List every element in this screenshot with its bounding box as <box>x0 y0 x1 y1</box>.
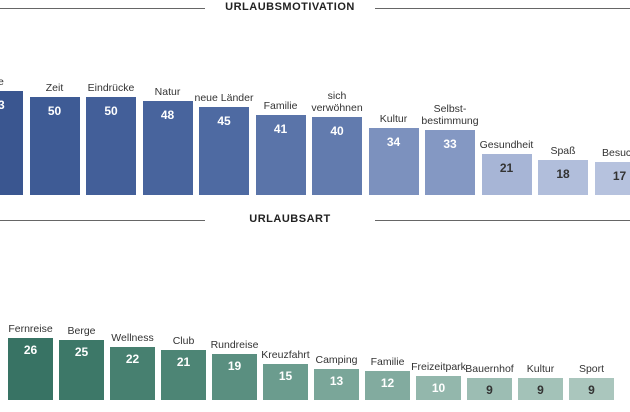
bar <box>368 128 419 195</box>
bar <box>29 97 80 195</box>
bar <box>142 100 193 195</box>
value-label: 50 <box>104 104 118 118</box>
bar <box>0 91 23 195</box>
category-label: Camping <box>315 353 358 366</box>
category-label: Eindrücke <box>87 82 135 94</box>
chart-title: URLAUBSART <box>249 213 331 225</box>
category-label: Zeit <box>45 82 64 94</box>
category-label: Club <box>172 334 195 347</box>
bar <box>59 340 104 400</box>
category-label: Natur <box>154 85 181 98</box>
bar <box>594 161 630 195</box>
value-label: 48 <box>160 107 175 122</box>
category-label: Kultur <box>526 363 555 376</box>
value-label: 13 <box>329 373 344 388</box>
bar <box>86 97 136 195</box>
bar <box>314 368 359 400</box>
bar <box>538 159 588 195</box>
category-label: Selbst-bestimmung <box>421 103 479 128</box>
value-label: 40 <box>330 123 344 138</box>
rule <box>0 8 205 9</box>
category-label: sich verwöhnen <box>311 89 363 114</box>
value-label: 41 <box>273 121 288 136</box>
value-label: 18 <box>556 166 570 181</box>
bar <box>481 153 532 195</box>
category-label: Rundreise <box>210 339 259 352</box>
value-label: 50 <box>47 104 62 118</box>
value-label: 10 <box>431 381 446 395</box>
category-label: Freizeitpark <box>411 361 466 373</box>
category-label: Kreuzfahrt <box>261 349 310 361</box>
value-label: 53 <box>0 98 5 113</box>
bar <box>312 116 362 195</box>
value-label: 22 <box>125 352 140 367</box>
chart-title: URLAUBSMOTIVATION <box>225 1 355 13</box>
value-label: 25 <box>74 345 89 359</box>
category-label: Familie <box>370 356 405 369</box>
bar <box>110 347 155 400</box>
bar <box>8 337 53 400</box>
value-label: 34 <box>386 135 401 150</box>
value-label: 19 <box>227 359 242 374</box>
bar <box>416 376 461 400</box>
category-label: neue Länder <box>194 91 254 104</box>
bar <box>212 354 257 400</box>
bar <box>569 378 614 400</box>
bar <box>365 371 410 400</box>
rule <box>375 8 630 9</box>
category-label: Berge <box>67 325 96 337</box>
bar <box>467 378 512 400</box>
category-label: Bauernhof <box>465 363 514 376</box>
category-label: Fa <box>610 330 630 342</box>
value-label: 17 <box>612 168 627 183</box>
value-label: 21 <box>176 354 191 369</box>
bar <box>263 364 308 400</box>
category-label: Wellness <box>111 332 154 345</box>
bar <box>255 114 306 195</box>
category-label: Kultur <box>379 113 408 126</box>
value-label: 15 <box>278 369 293 383</box>
value-label: 33 <box>443 137 457 152</box>
category-label: Besuch <box>601 146 630 159</box>
value-label: 12 <box>380 376 395 391</box>
category-label: Familie <box>263 99 298 112</box>
value-label: 9 <box>588 383 595 398</box>
value-label: 9 <box>486 383 493 398</box>
bar <box>161 349 206 400</box>
category-label: Gesundheit <box>479 138 534 151</box>
bar <box>199 106 249 195</box>
category-label: Sport <box>578 363 605 376</box>
category-label: ne <box>0 76 4 89</box>
value-label: 9 <box>537 383 544 398</box>
bar <box>425 130 475 195</box>
value-label: 45 <box>217 113 231 128</box>
rule <box>0 220 205 221</box>
category-label: Fernreise <box>8 322 53 335</box>
value-label: 21 <box>499 160 514 175</box>
bar <box>518 378 563 400</box>
rule <box>375 220 630 221</box>
value-label: 26 <box>23 342 38 357</box>
category-label: Spaß <box>550 144 576 157</box>
